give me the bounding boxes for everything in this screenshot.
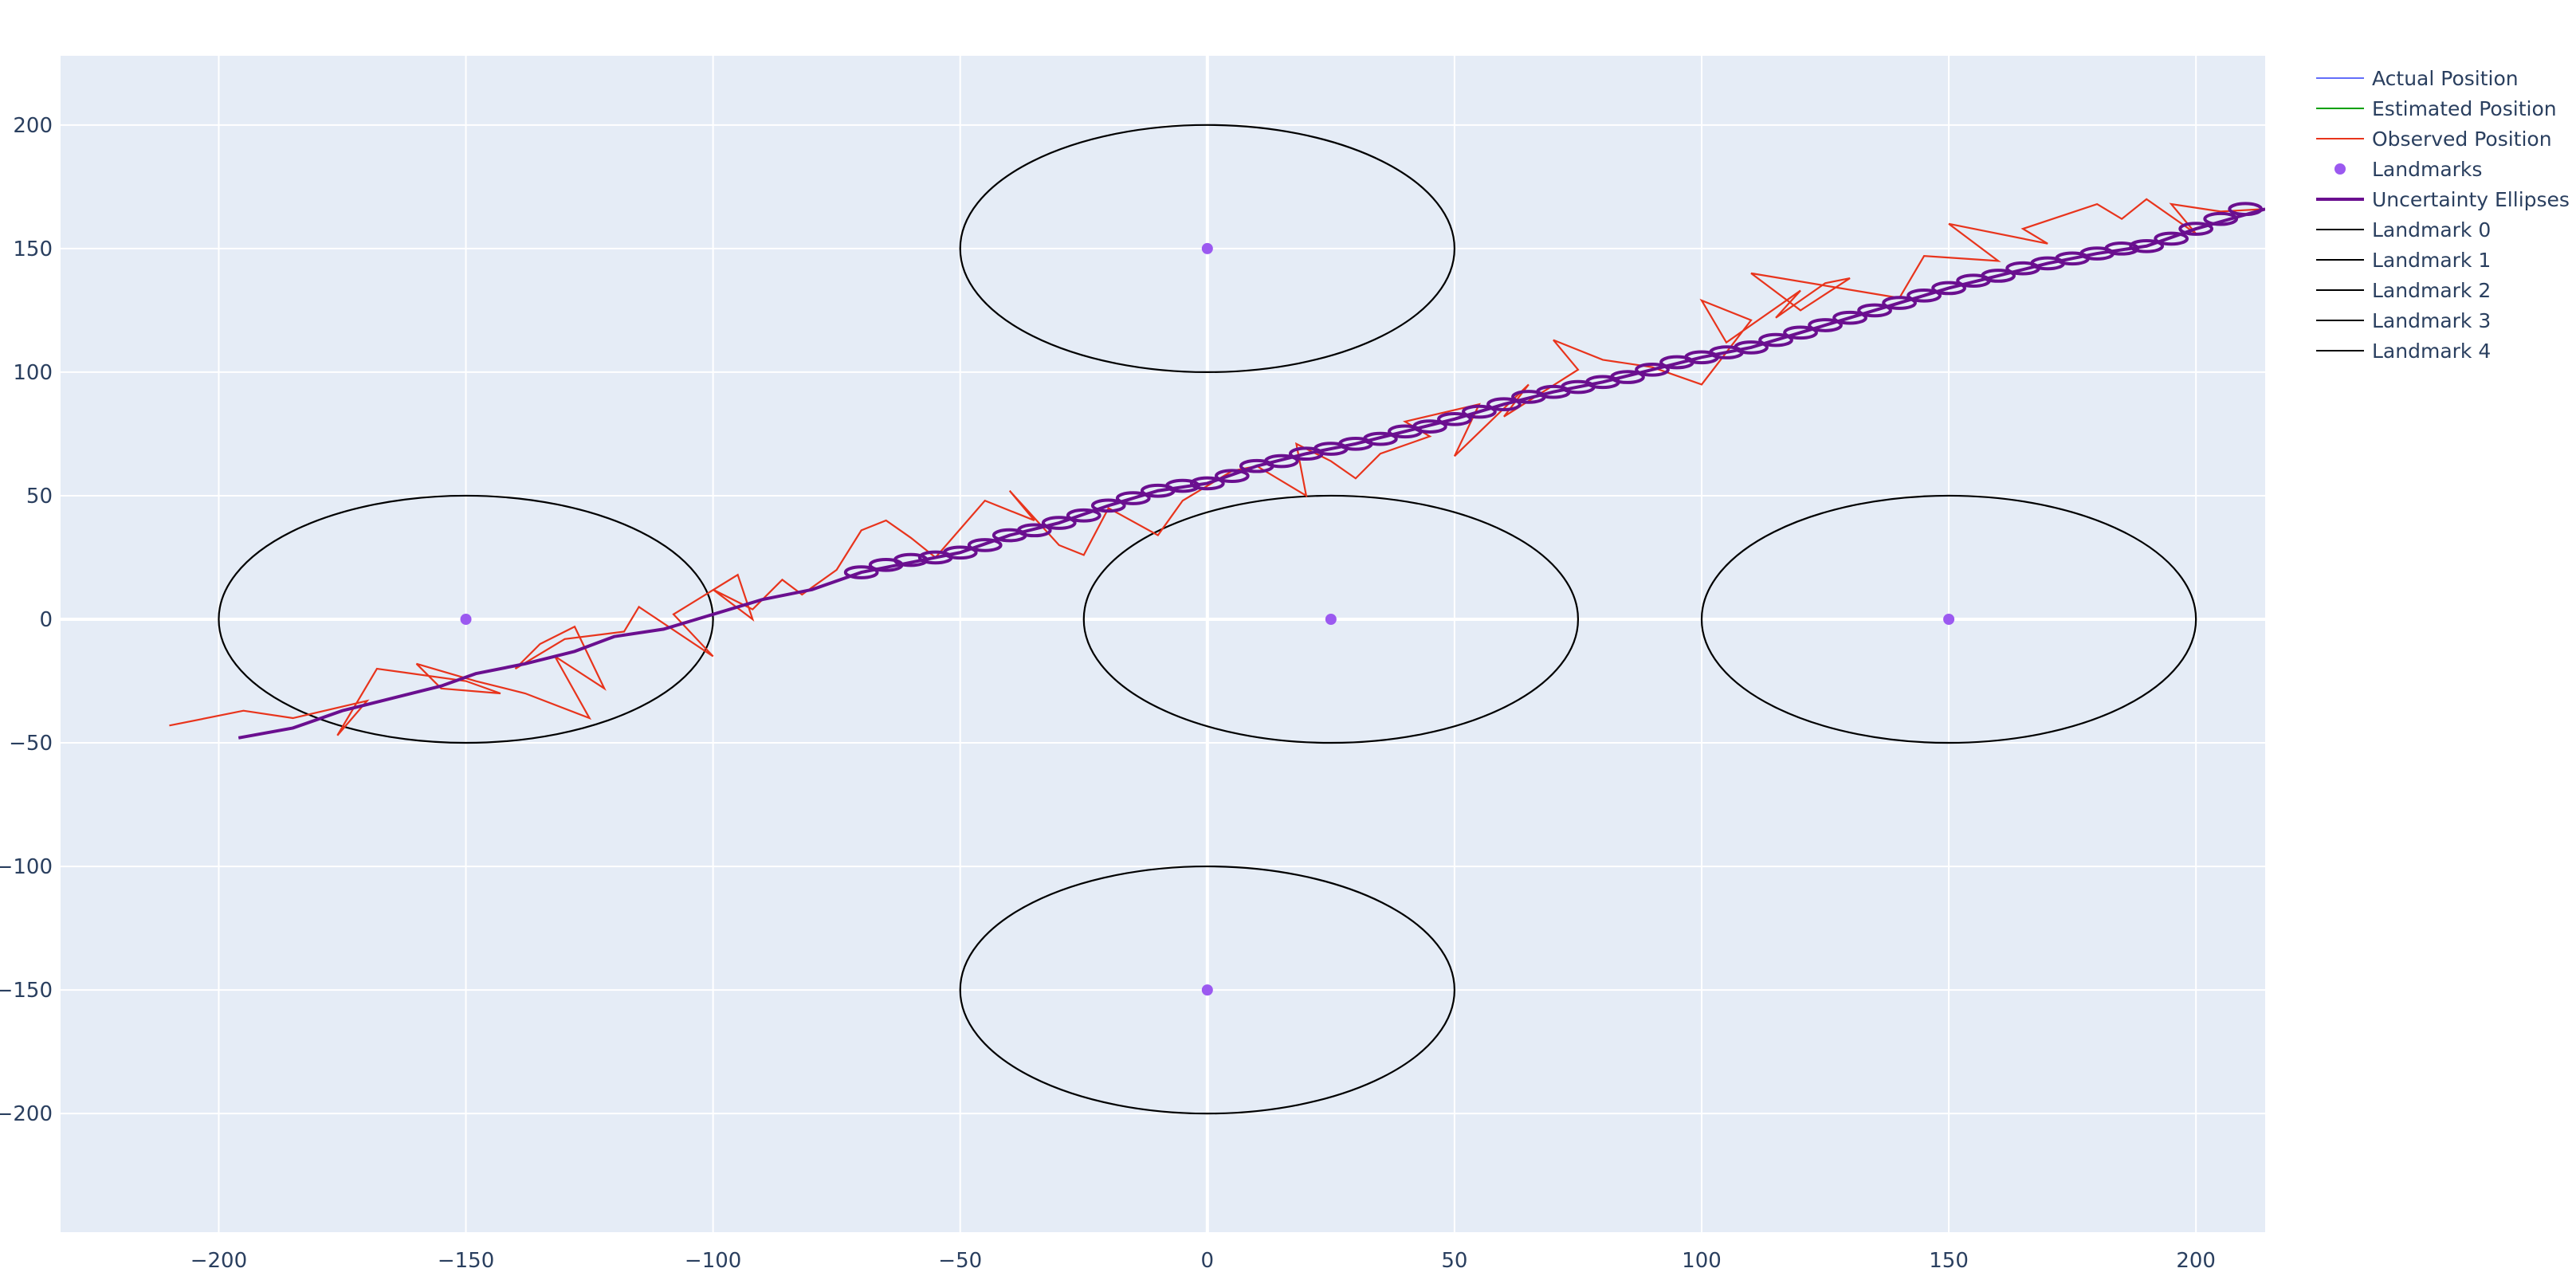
uncertainty-ellipse <box>1981 269 2016 283</box>
uncertainty-ellipse <box>1016 523 1052 538</box>
uncertainty-ellipse <box>1090 498 1126 513</box>
landmark-marker <box>1325 613 1337 625</box>
legend-item-landmark-3[interactable]: Landmark 3 <box>2316 309 2491 332</box>
uncertainty-ellipse <box>1462 404 1497 419</box>
legend-label: Actual Position <box>2372 67 2519 90</box>
x-tick-label: 50 <box>1441 1249 1467 1273</box>
y-tick-label: 0 <box>39 608 53 632</box>
legend-label: Landmark 0 <box>2372 218 2491 241</box>
uncertainty-ellipse <box>1066 508 1101 523</box>
landmark-marker <box>1943 613 1955 625</box>
legend-marker-symbol <box>2334 163 2346 175</box>
legend-item-estimated-position[interactable]: Estimated Position <box>2316 97 2557 120</box>
landmark-circle-2 <box>1082 494 1580 744</box>
uncertainty-ellipse <box>1437 412 1472 426</box>
legend-item-landmark-1[interactable]: Landmark 1 <box>2316 249 2491 272</box>
legend-item-landmark-4[interactable]: Landmark 4 <box>2316 340 2491 363</box>
legend-label: Estimated Position <box>2372 97 2557 120</box>
uncertainty-ellipse <box>2178 222 2214 236</box>
landmark-marker <box>460 613 472 625</box>
uncertainty-ellipse <box>1189 476 1225 491</box>
legend-label: Landmarks <box>2372 158 2482 181</box>
uncertainty-ellipse <box>1906 288 1942 303</box>
legend-item-landmark-0[interactable]: Landmark 0 <box>2316 218 2491 241</box>
uncertainty-ellipse <box>1041 516 1077 530</box>
legend-label: Uncertainty Ellipses <box>2372 188 2570 211</box>
uncertainty-ellipse <box>1214 469 1250 483</box>
uncertainty-ellipse <box>2129 238 2165 253</box>
legend-item-observed-position[interactable]: Observed Position <box>2316 128 2552 151</box>
legend-label: Landmark 3 <box>2372 309 2491 332</box>
legend-item-landmark-2[interactable]: Landmark 2 <box>2316 279 2491 302</box>
x-tick-label: 150 <box>1929 1249 1969 1273</box>
legend-label: Observed Position <box>2372 128 2552 151</box>
y-tick-label: 200 <box>13 114 53 138</box>
uncertainty-ellipse <box>942 545 978 560</box>
legend-item-actual-position[interactable]: Actual Position <box>2316 67 2519 90</box>
landmark-circle-3 <box>1700 494 2197 744</box>
x-tick-label: −150 <box>438 1249 494 1273</box>
uncertainty-ellipse <box>1610 370 1645 384</box>
uncertainty-ellipse <box>1635 362 1670 377</box>
uncertainty-ellipse <box>1857 303 1892 318</box>
y-tick-label: −100 <box>0 855 53 879</box>
uncertainty-ellipse <box>1882 296 1917 310</box>
y-tick-label: −150 <box>0 979 53 1003</box>
x-tick-label: −100 <box>685 1249 741 1273</box>
landmark-circle-1 <box>218 494 714 744</box>
x-tick-label: 200 <box>2176 1249 2216 1273</box>
y-tick-label: −200 <box>0 1102 53 1126</box>
plot-background <box>61 56 2265 1232</box>
uncertainty-ellipse <box>1832 310 1867 325</box>
uncertainty-ellipse <box>1734 340 1769 355</box>
landmark-circle-0 <box>959 124 1456 374</box>
landmark-marker <box>1201 984 1213 996</box>
uncertainty-ellipse <box>1808 318 1843 332</box>
uncertainty-ellipse <box>2203 211 2239 226</box>
y-tick-label: 150 <box>13 238 53 261</box>
estimated-position-line <box>238 207 2265 740</box>
uncertainty-ellipse <box>1263 453 1299 469</box>
x-tick-label: 0 <box>1201 1249 1215 1273</box>
legend-item-uncertainty-ellipses[interactable]: Uncertainty Ellipses <box>2316 188 2570 211</box>
uncertainty-ellipse <box>843 565 879 579</box>
x-tick-label: −200 <box>190 1249 247 1273</box>
uncertainty-ellipse <box>1783 325 1818 340</box>
y-tick-label: 100 <box>13 361 53 385</box>
landmark-marker <box>1201 242 1213 254</box>
legend[interactable]: Actual Position Estimated Position Observe… <box>2316 67 2570 363</box>
legend-label: Landmark 4 <box>2372 340 2491 363</box>
uncertainty-ellipse <box>1115 491 1151 505</box>
legend-item-landmarks[interactable]: Landmarks <box>2334 158 2482 181</box>
landmark-circle-4 <box>959 865 1456 1115</box>
observed-position-line <box>169 198 2265 736</box>
uncertainty-ellipse <box>1363 431 1398 446</box>
uncertainty-ellipse <box>2154 231 2189 246</box>
uncertainty-ellipse <box>1486 397 1522 412</box>
y-tick-label: −50 <box>9 732 53 756</box>
x-tick-label: 100 <box>1682 1249 1722 1273</box>
uncertainty-ellipse <box>1931 281 1966 296</box>
uncertainty-ellipse <box>1758 332 1793 347</box>
y-tick-label: 50 <box>26 485 53 508</box>
axis-tick-labels: −200 −150 −100 −50 0 50 100 150 200 −200 −150 −100 −… <box>0 114 2216 1273</box>
x-tick-label: −50 <box>938 1249 982 1273</box>
uncertainty-ellipse <box>967 538 1003 552</box>
data-layer <box>169 124 2265 1115</box>
legend-label: Landmark 1 <box>2372 249 2491 272</box>
uncertainty-ellipse <box>1412 419 1447 434</box>
legend-label: Landmark 2 <box>2372 279 2491 302</box>
